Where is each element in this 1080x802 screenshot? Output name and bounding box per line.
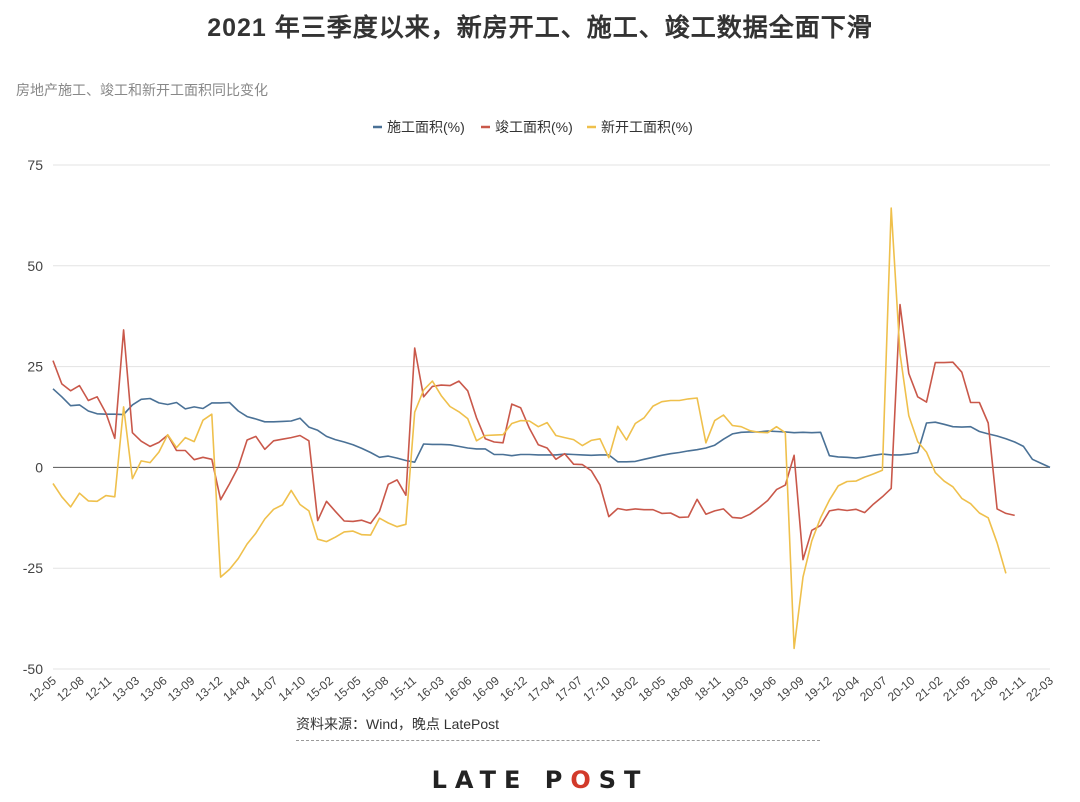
y-tick-label: 50 (27, 258, 43, 274)
x-tick-label: 21-08 (968, 673, 1001, 704)
x-tick-label: 18-02 (608, 673, 641, 704)
x-tick-label: 13-03 (109, 673, 142, 704)
x-tick-label: 13-12 (193, 673, 226, 704)
x-tick-label: 21-05 (940, 673, 973, 704)
x-tick-label: 14-04 (220, 673, 253, 704)
x-tick-label: 17-07 (553, 673, 586, 704)
x-tick-label: 21-02 (913, 673, 946, 704)
footer-divider (296, 740, 820, 741)
x-tick-label: 16-09 (470, 673, 503, 704)
series-line-new-starts (52, 207, 1007, 650)
x-tick-label: 17-10 (580, 673, 613, 704)
x-tick-label: 12-05 (26, 673, 59, 704)
x-tick-label: 21-11 (996, 673, 1028, 703)
logo-mark: O (570, 766, 599, 794)
chart-title: 2021 年三季度以来，新房开工、施工、竣工数据全面下滑 (207, 14, 873, 42)
x-tick-label: 15-08 (359, 673, 392, 704)
x-tick-label: 17-04 (525, 673, 558, 704)
legend-label: 竣工面积(%) (495, 119, 573, 135)
x-tick-label: 18-05 (636, 673, 669, 704)
series-line-completion (52, 303, 1015, 561)
x-tick-label: 20-04 (830, 673, 863, 704)
x-tick-label: 16-12 (497, 673, 530, 704)
x-tick-label: 19-03 (719, 673, 752, 704)
x-tick-label: 12-08 (54, 673, 87, 704)
x-tick-label: 13-09 (165, 673, 198, 704)
x-tick-label: 19-06 (746, 673, 779, 704)
x-tick-label: 18-08 (663, 673, 696, 704)
x-tick-label: 13-06 (137, 673, 170, 704)
logo-text-right: ST (598, 766, 649, 794)
x-tick-label: 20-10 (885, 673, 918, 704)
chart-subtitle: 房地产施工、竣工和新开工面积同比变化 (16, 82, 268, 98)
x-tick-label: 19-09 (774, 673, 807, 704)
x-tick-label: 19-12 (802, 673, 835, 704)
x-tick-label: 22-03 (1023, 673, 1056, 704)
x-tick-label: 18-11 (692, 673, 724, 703)
source-note: 资料来源：Wind，晚点 LatePost (296, 716, 500, 732)
x-tick-label: 14-10 (276, 673, 309, 704)
logo-text-left: LATE P (431, 766, 571, 794)
y-tick-label: 75 (27, 157, 43, 173)
latepost-logo: LATE POST (0, 766, 1080, 794)
legend-label: 新开工面积(%) (601, 119, 693, 135)
x-tick-label: 16-06 (442, 673, 475, 704)
x-tick-label: 20-07 (857, 673, 890, 704)
legend-label: 施工面积(%) (387, 119, 465, 135)
y-tick-label: -25 (23, 560, 43, 576)
x-tick-label: 16-03 (414, 673, 447, 704)
x-tick-label: 15-05 (331, 673, 364, 704)
y-tick-label: -50 (23, 661, 43, 677)
y-tick-label: 25 (27, 359, 43, 375)
x-tick-label: 15-02 (303, 673, 336, 704)
y-tick-label: 0 (35, 459, 43, 475)
x-tick-label: 12-11 (82, 673, 114, 703)
x-tick-label: 15-11 (387, 673, 419, 703)
x-tick-label: 14-07 (248, 673, 281, 704)
